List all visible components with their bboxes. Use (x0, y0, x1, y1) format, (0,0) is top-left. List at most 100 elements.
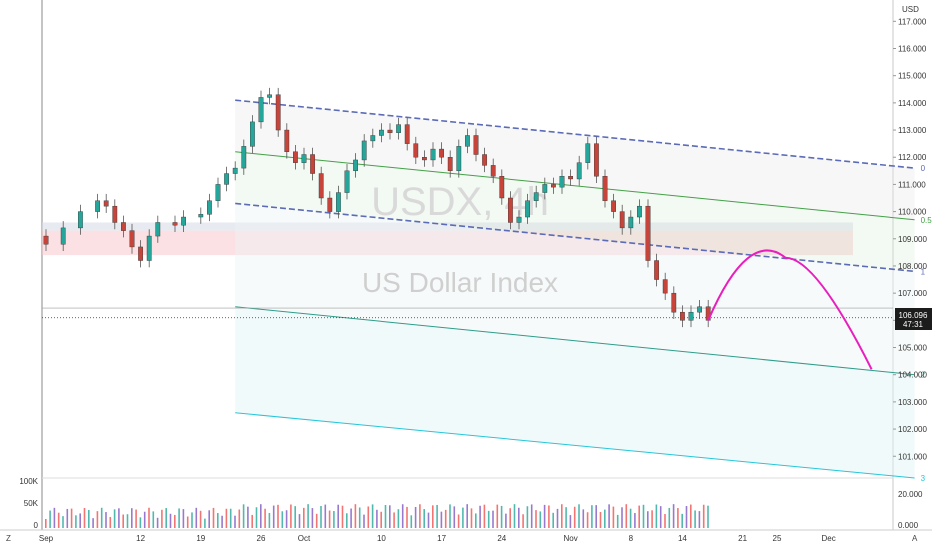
candle-body[interactable] (413, 143, 419, 158)
candle-body[interactable] (404, 124, 410, 144)
candle-body[interactable] (344, 170, 350, 193)
candle-body[interactable] (619, 211, 625, 229)
y-tick-label: 107.000 (898, 289, 927, 298)
candle-body[interactable] (671, 292, 677, 313)
candle-body[interactable] (103, 200, 109, 207)
y-tick-label: 103.000 (898, 398, 927, 407)
candle-body[interactable] (172, 222, 178, 226)
candle-body[interactable] (181, 216, 186, 226)
candle-body[interactable] (585, 143, 591, 163)
candle-body[interactable] (654, 260, 660, 280)
candle-body[interactable] (611, 200, 617, 212)
candle-body[interactable] (525, 200, 531, 218)
candle-body[interactable] (387, 129, 393, 133)
candle-body[interactable] (361, 140, 367, 161)
candle-body[interactable] (146, 235, 152, 261)
candle-body[interactable] (482, 154, 487, 166)
candle-body[interactable] (680, 311, 685, 321)
candle-body[interactable] (688, 311, 694, 321)
candle-body[interactable] (439, 148, 444, 158)
candle-body[interactable] (456, 146, 462, 172)
candle-body[interactable] (241, 146, 247, 169)
candle-body[interactable] (473, 135, 479, 155)
candle-body[interactable] (77, 211, 83, 229)
candle-body[interactable] (129, 230, 135, 248)
candle-body[interactable] (602, 176, 608, 201)
candle-body[interactable] (215, 184, 221, 201)
volume-bar (629, 508, 632, 528)
candle-body[interactable] (95, 200, 101, 212)
candle-body[interactable] (267, 94, 272, 98)
candle-body[interactable] (465, 135, 470, 147)
candle-body[interactable] (232, 167, 238, 174)
candle-body[interactable] (662, 279, 668, 294)
candle-body[interactable] (422, 157, 427, 161)
volume-bar (100, 507, 103, 528)
volume-bar (634, 513, 636, 528)
candle-body[interactable] (370, 135, 376, 142)
candle-body[interactable] (551, 184, 556, 188)
candle-body[interactable] (379, 129, 384, 136)
volume-bar (350, 508, 352, 528)
candle-body[interactable] (284, 129, 290, 152)
x-tick-label: 12 (136, 534, 145, 543)
candle-body[interactable] (628, 216, 634, 229)
channel-level-4[interactable] (235, 412, 915, 479)
channel-level-0[interactable] (235, 99, 915, 169)
volume-bar (195, 507, 198, 528)
candle-body[interactable] (508, 197, 513, 223)
forecast-path[interactable] (707, 249, 873, 370)
candle-body[interactable] (318, 173, 324, 199)
candle-body[interactable] (275, 94, 281, 131)
candle-body[interactable] (594, 143, 599, 177)
candle-body[interactable] (60, 227, 66, 245)
logo-right[interactable]: A (912, 534, 918, 543)
channel-level-2[interactable] (235, 202, 915, 273)
channel-level-1[interactable] (235, 151, 915, 221)
candle-body[interactable] (43, 235, 49, 245)
candle-body[interactable] (430, 148, 436, 161)
x-tick-label: 21 (738, 534, 747, 543)
logo-left[interactable]: Z (6, 534, 11, 543)
candle-body[interactable] (568, 176, 574, 180)
candle-body[interactable] (637, 205, 642, 218)
volume-bar (466, 504, 468, 528)
y-tick-label: 114.000 (898, 99, 927, 108)
candle-body[interactable] (310, 154, 315, 174)
volume-bar (229, 508, 232, 528)
candle-body[interactable] (138, 246, 143, 261)
candle-body[interactable] (120, 222, 126, 231)
candle-body[interactable] (198, 214, 204, 218)
candle-body[interactable] (301, 154, 307, 163)
candle-body[interactable] (697, 306, 703, 313)
candle-body[interactable] (559, 176, 565, 188)
volume-bar (475, 513, 477, 528)
volume-bar (212, 507, 215, 528)
candle-body[interactable] (155, 222, 161, 237)
candle-body[interactable] (224, 173, 229, 185)
candle-body[interactable] (112, 205, 118, 223)
candle-body[interactable] (353, 159, 358, 172)
candle-body[interactable] (542, 184, 548, 193)
candle-body[interactable] (293, 151, 298, 163)
grid-group (0, 0, 932, 531)
candle-body[interactable] (258, 97, 264, 123)
volume-bar (599, 512, 602, 528)
candle-body[interactable] (516, 216, 522, 223)
volume-bar (290, 504, 292, 528)
candle-body[interactable] (645, 205, 651, 261)
candle-body[interactable] (576, 162, 582, 180)
candle-body[interactable] (447, 157, 453, 172)
volume-bar (389, 505, 391, 528)
volume-bar (113, 509, 116, 528)
candle-body[interactable] (206, 200, 212, 215)
candle-body[interactable] (490, 165, 496, 177)
candle-body[interactable] (336, 192, 341, 212)
candle-body[interactable] (396, 124, 401, 133)
candle-body[interactable] (499, 176, 505, 199)
candle-body[interactable] (533, 192, 539, 201)
candle-body[interactable] (249, 121, 255, 147)
y-tick-label: 105.000 (898, 344, 927, 353)
candle-body[interactable] (327, 197, 333, 212)
